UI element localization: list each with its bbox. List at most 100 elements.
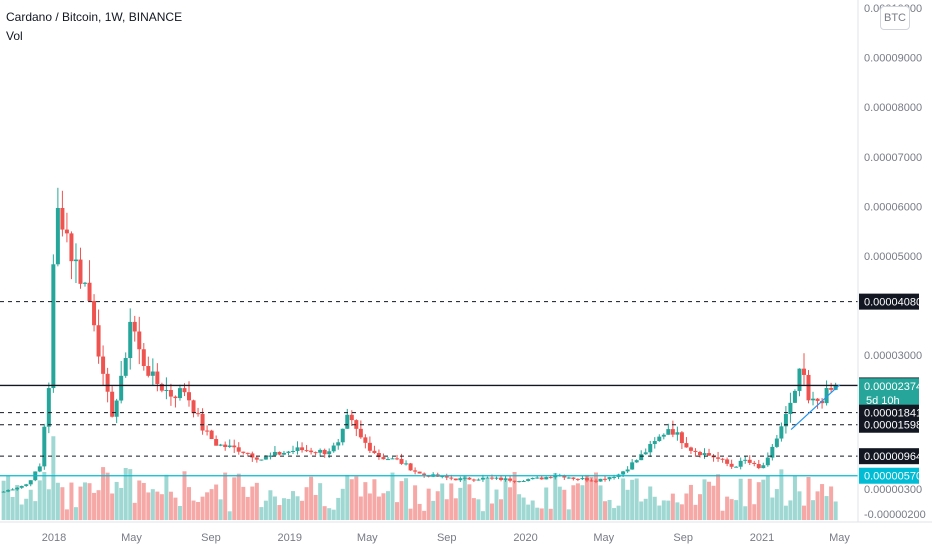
volume-bar — [241, 486, 246, 520]
candle-body — [214, 439, 219, 446]
candle-body — [797, 368, 802, 391]
volume-bar — [318, 483, 323, 520]
price-tick-label: 0.00000300 — [864, 484, 922, 496]
volume-bar — [46, 489, 51, 520]
volume-bar — [164, 474, 169, 520]
volume-bar — [666, 500, 671, 520]
volume-bar — [815, 491, 820, 520]
volume-bar — [64, 509, 69, 520]
volume-bar — [101, 467, 106, 520]
volume-bar — [824, 496, 829, 520]
volume-bar — [150, 489, 155, 520]
candle-body — [164, 389, 169, 391]
volume-bar — [499, 499, 504, 520]
candle-body — [55, 207, 60, 265]
volume-bar — [105, 472, 110, 520]
candle-body — [440, 476, 445, 478]
volume-bar — [19, 504, 24, 520]
candle-body — [137, 331, 142, 350]
volume-bar — [404, 478, 409, 520]
candle-body — [395, 458, 400, 460]
volume-bar — [60, 487, 65, 520]
candle-body — [761, 465, 766, 469]
volume-bar — [137, 480, 142, 520]
time-axis: 2018 May Sep 2019 May Sep 2020 May Sep 2021 May — [42, 532, 851, 544]
candle-body — [824, 388, 829, 404]
candle-body — [300, 447, 305, 451]
price-tick-label: 0.00003000 — [864, 350, 922, 362]
candle-body — [503, 478, 508, 480]
volume-bar — [300, 500, 305, 520]
volume-bar — [146, 492, 151, 520]
currency-button[interactable]: BTC — [880, 6, 910, 30]
candle-body — [489, 477, 494, 479]
volume-bar — [33, 501, 38, 520]
candle-body — [702, 453, 707, 456]
time-tick-label: 2020 — [513, 532, 537, 544]
candle-body — [318, 449, 323, 453]
candle-body — [196, 413, 201, 415]
volume-bar — [92, 492, 97, 520]
volume-bar — [566, 509, 571, 520]
time-tick-label: May — [121, 532, 142, 544]
candle-body — [508, 478, 513, 481]
candle-body — [110, 391, 115, 417]
volume-bar — [738, 478, 743, 520]
volume-bar — [797, 491, 802, 520]
candle-body — [833, 384, 838, 390]
candle-body — [367, 442, 372, 451]
candle-body — [598, 478, 603, 482]
volume-label: Vol — [6, 29, 23, 43]
trendline-segment — [790, 384, 840, 431]
volume-bar — [272, 496, 277, 520]
candle-body — [123, 358, 128, 376]
candle-body — [720, 458, 725, 460]
candle-body — [385, 459, 390, 461]
candle-body — [408, 463, 413, 471]
volume-bar — [128, 469, 133, 520]
volume-bar — [313, 494, 318, 520]
volume-bar — [422, 510, 427, 520]
candle-body — [829, 388, 834, 390]
candle-body — [517, 481, 522, 483]
volume-bar — [408, 508, 413, 520]
candle-body — [648, 444, 653, 453]
volume-bar — [200, 496, 205, 520]
price-tag — [859, 293, 919, 310]
time-tick-label: Sep — [673, 532, 693, 544]
volume-bar — [327, 508, 332, 520]
volume-bar — [788, 500, 793, 520]
volume-bar — [295, 496, 300, 520]
volume-bar — [96, 490, 101, 520]
candle-body — [101, 356, 106, 374]
candle-body — [141, 349, 146, 367]
volume-bar — [625, 489, 630, 520]
volume-bar — [55, 482, 60, 520]
candle-body — [462, 477, 467, 479]
volume-bar — [697, 494, 702, 520]
volume-bar — [598, 485, 603, 520]
price-axis: 0.000100000.000090000.000080000.00007000… — [864, 3, 926, 521]
volume-bar — [792, 475, 797, 520]
volume-bar — [83, 482, 88, 520]
volume-bar — [743, 506, 748, 520]
volume-bar — [187, 487, 192, 520]
price-tag — [859, 467, 919, 484]
volume-bar — [449, 483, 454, 520]
volume-bar — [395, 502, 400, 520]
volume-bar — [110, 493, 115, 520]
candle-body — [15, 487, 20, 490]
volume-bar — [729, 499, 734, 520]
candle-body — [336, 442, 341, 446]
volume-bar — [349, 479, 354, 520]
candle-body — [765, 457, 770, 466]
candle-body — [743, 459, 748, 461]
candle-body — [471, 479, 476, 481]
candle-body — [241, 451, 246, 453]
volume-bar — [223, 472, 228, 520]
candle-body — [291, 450, 296, 452]
candle-body — [734, 466, 739, 468]
volume-bar — [544, 487, 549, 520]
candle-body — [268, 455, 273, 457]
